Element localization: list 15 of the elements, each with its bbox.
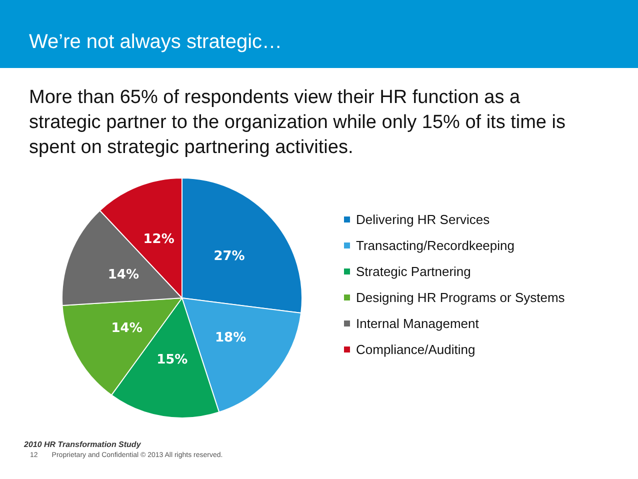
data-label: 15%	[156, 352, 188, 368]
data-label: 27%	[214, 248, 245, 264]
data-label: 14%	[111, 320, 142, 336]
text: 2010 HR Transformation Study	[24, 440, 141, 449]
data-label: 12%	[143, 232, 174, 247]
legend-label: Delivering HR Services	[356, 212, 490, 227]
chart-title: We’re not always strategic…	[29, 31, 282, 54]
chart-subtitle: More than 65% of respondents view their HR function as a strategic partner to the organization while only 15% of its time is spent on strategic partnering activities.	[29, 86, 566, 160]
legend-label: Transacting/Recordkeeping	[356, 238, 514, 253]
legend-label: Compliance/Auditing	[356, 342, 476, 357]
data-label: 14%	[108, 267, 139, 282]
legend-label: Strategic Partnering	[356, 264, 471, 279]
legend-label: Internal Management	[356, 316, 480, 331]
legend-label: Designing HR Programs or Systems	[356, 290, 566, 305]
data-label: 18%	[214, 330, 246, 346]
